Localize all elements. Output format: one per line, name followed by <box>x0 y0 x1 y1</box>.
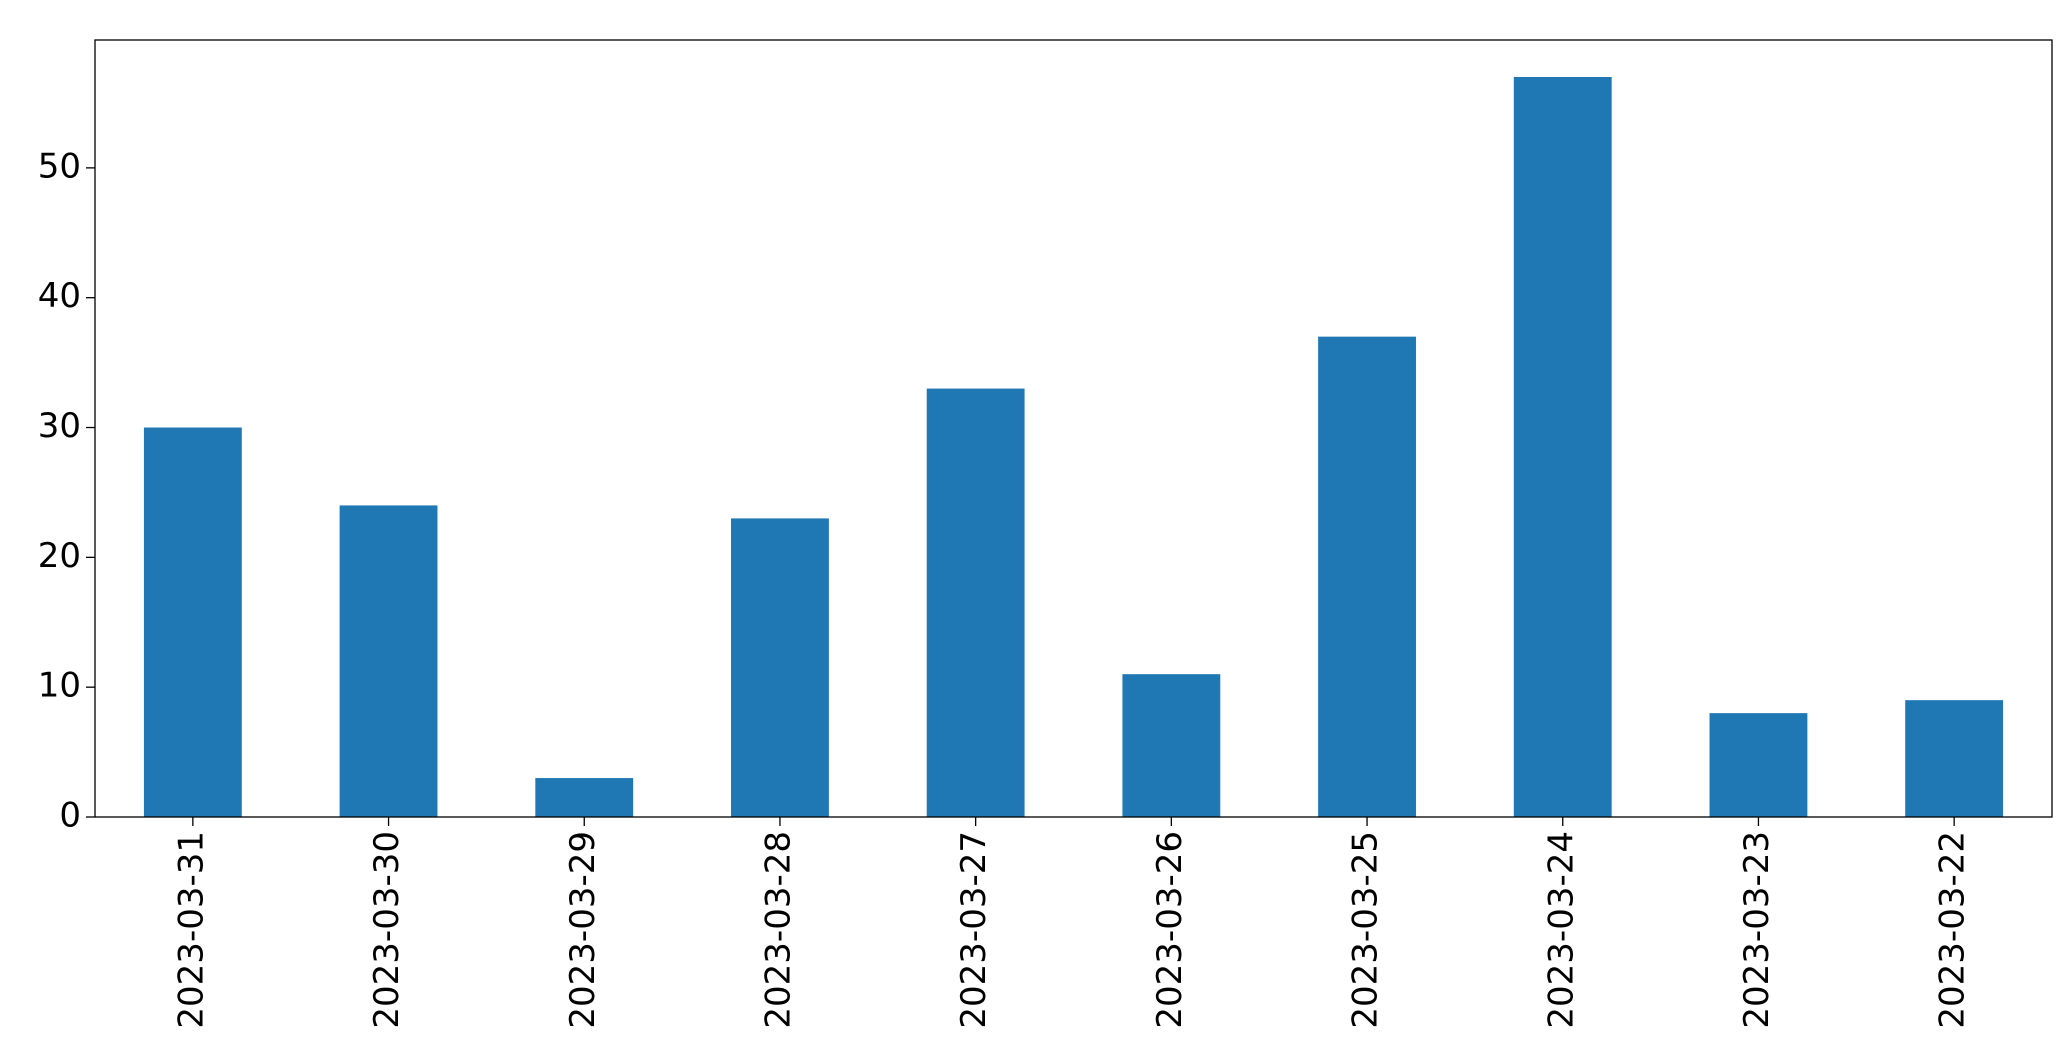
bar <box>731 518 829 817</box>
x-tick-label: 2023-03-30 <box>367 831 407 1029</box>
x-tick-label: 2023-03-22 <box>1933 831 1973 1029</box>
bar <box>339 505 438 817</box>
x-tick-label: 2023-03-29 <box>563 831 603 1029</box>
y-tick-label: 50 <box>38 146 81 186</box>
bar <box>1709 713 1808 817</box>
y-tick-label: 0 <box>59 796 81 836</box>
y-tick-label: 20 <box>38 536 81 576</box>
x-tick-label: 2023-03-24 <box>1541 831 1581 1029</box>
y-tick-label: 40 <box>38 276 81 316</box>
x-tick-label: 2023-03-27 <box>954 831 994 1029</box>
plot-frame <box>94 39 2053 818</box>
bar <box>535 778 634 817</box>
x-tick-label: 2023-03-23 <box>1737 831 1777 1029</box>
x-tick-label: 2023-03-28 <box>758 831 798 1029</box>
x-tick-label: 2023-03-26 <box>1150 831 1190 1029</box>
bar <box>926 388 1025 817</box>
y-tick-label: 10 <box>38 666 81 706</box>
x-tick-label: 2023-03-25 <box>1346 831 1386 1029</box>
bar <box>1905 700 2004 817</box>
y-tick-label: 30 <box>38 406 81 446</box>
bar <box>143 427 242 817</box>
x-tick-label: 2023-03-31 <box>171 831 211 1029</box>
bar <box>1122 674 1221 817</box>
bar <box>1318 336 1416 817</box>
bar <box>1513 77 1612 817</box>
